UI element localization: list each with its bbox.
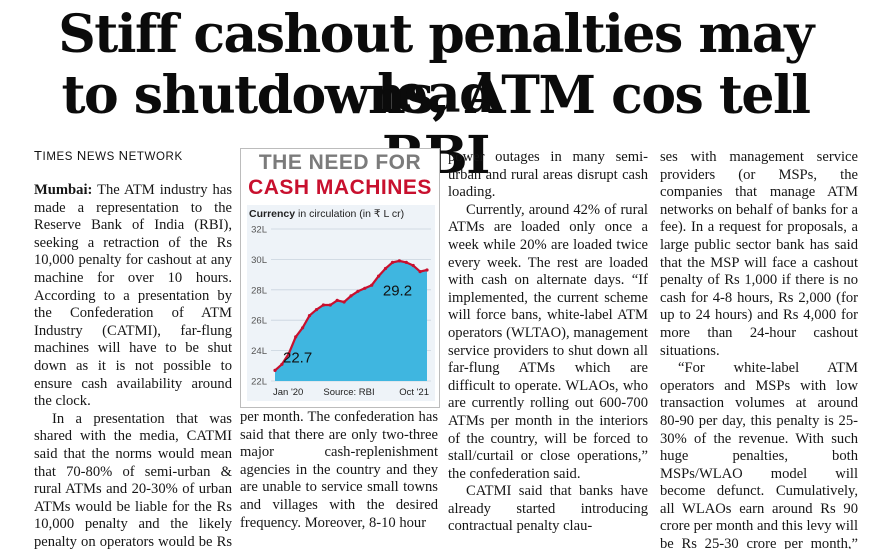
y-tick-label: 26L <box>251 316 267 327</box>
article-paragraph: “For white-label ATM operators and MSPs … <box>660 360 858 549</box>
data-point <box>390 260 395 264</box>
data-point <box>397 259 401 263</box>
data-point <box>321 303 325 307</box>
area-chart: 22L 24L 26L 28L 30L 32L 22.7 29.2 Jan '20 Oct '21… <box>251 225 431 398</box>
y-tick-label: 22L <box>251 377 267 388</box>
x-tick-label: Jan '20 <box>273 387 303 398</box>
y-tick-label: 28L <box>251 285 267 296</box>
data-point <box>404 260 408 264</box>
data-point <box>280 362 284 366</box>
article-column-4: ses with management service providers (o… <box>660 149 858 549</box>
data-point <box>418 270 422 274</box>
data-point <box>301 326 305 330</box>
y-tick-label: 24L <box>251 346 267 357</box>
data-point <box>425 268 429 272</box>
chart-subtitle: Currency in circulation (in ₹ L cr) <box>249 208 405 220</box>
article-paragraph: CATMI said that banks have already start… <box>448 483 648 535</box>
article-paragraph: Currently, around 42% of rural ATMs are … <box>448 201 648 482</box>
article-column-2: per month. The confederation has said th… <box>240 409 438 549</box>
area-fill <box>275 260 427 381</box>
data-point <box>328 303 332 307</box>
headline-line-1: Stiff cashout penalties may lead <box>58 4 814 125</box>
data-point <box>335 298 339 302</box>
y-tick-label: 32L <box>251 225 267 236</box>
data-point <box>273 368 277 372</box>
article-column-1: Mumbai: The ATM industry has made a repr… <box>34 182 232 549</box>
article-paragraph: power outages in many semi-urban and rur… <box>448 149 648 201</box>
data-point <box>356 289 360 293</box>
data-point <box>342 300 346 304</box>
article-paragraph: Mumbai: The ATM industry has made a repr… <box>34 182 232 410</box>
chart-title-line-1: THE NEED FOR <box>258 151 422 174</box>
data-point <box>307 314 312 318</box>
chart-source: Source: RBI <box>323 387 374 398</box>
data-point <box>370 283 374 287</box>
article-paragraph: In a presentation that was shared with t… <box>34 410 232 549</box>
data-point <box>377 274 381 278</box>
chart-box: THE NEED FOR CASH MACHINES Currency in c… <box>240 148 440 408</box>
article-column-3: power outages in many semi-urban and rur… <box>448 149 648 549</box>
data-point <box>287 352 291 356</box>
data-point <box>383 266 388 271</box>
data-point <box>314 308 319 312</box>
article-paragraph: ses with management service providers (o… <box>660 149 858 359</box>
data-point <box>363 286 367 290</box>
data-point <box>349 294 353 298</box>
data-point <box>411 263 415 268</box>
data-point <box>294 335 298 339</box>
x-tick-label: Oct '21 <box>399 387 429 398</box>
dateline: Mumbai: <box>34 182 93 198</box>
data-label: 29.2 <box>383 283 412 300</box>
article-paragraph: per month. The confederation has said th… <box>240 409 438 531</box>
data-label: 22.7 <box>283 349 312 366</box>
byline: TIMES NEWS NETWORK <box>34 148 183 163</box>
chart-title-line-2: CASH MACHINES <box>248 176 432 199</box>
y-tick-label: 30L <box>251 255 267 266</box>
